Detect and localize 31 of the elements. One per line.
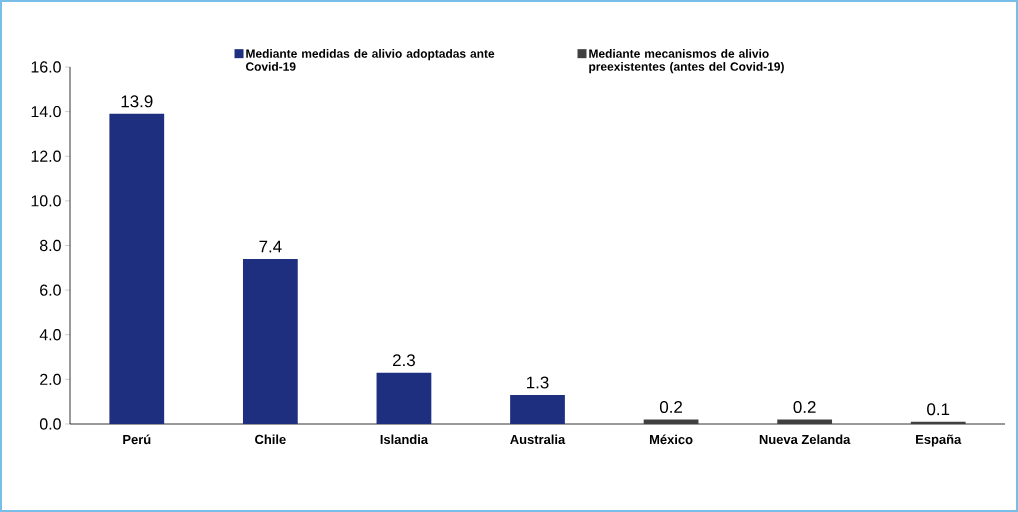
x-tick-label: Chile	[255, 434, 286, 445]
bar	[242, 258, 298, 424]
y-tick-label: 16.0	[31, 61, 61, 73]
y-tick-label: 12.0	[31, 150, 61, 162]
x-tick-label: Nueva Zelanda	[759, 434, 851, 445]
data-label: 2.3	[393, 354, 415, 367]
bar	[777, 419, 833, 424]
y-tick-label: 8.0	[40, 239, 61, 252]
data-label: 0.2	[659, 401, 682, 414]
x-tick-label: Perú	[123, 434, 151, 445]
y-tick-label: 10.0	[31, 195, 61, 207]
bar	[109, 113, 165, 424]
bar	[510, 394, 565, 424]
data-label: 7.4	[259, 240, 282, 253]
data-label: 0.2	[793, 401, 816, 414]
bar	[376, 372, 432, 424]
y-tick-label: 4.0	[39, 329, 61, 341]
x-tick-label: España	[916, 434, 962, 447]
legend-label: Mediante medidas de alivio adoptadas ante Covid-19	[245, 49, 495, 71]
bar	[910, 421, 966, 424]
y-tick-label: 6.0	[40, 284, 61, 296]
legend-label: Mediante mecanismos de alivio preexistentes (antes del Covid-19)	[589, 49, 784, 74]
x-tick-label: Islandia	[380, 434, 429, 445]
data-label: 1.3	[527, 376, 549, 389]
y-tick-label: 14.0	[31, 105, 61, 118]
x-tick-label: Australia	[510, 434, 566, 445]
y-tick-label: 2.0	[40, 373, 61, 386]
data-label: 13.9	[121, 95, 153, 108]
data-label: 0.1	[927, 403, 950, 416]
y-tick-label: 0.0	[39, 418, 61, 430]
x-tick-label: México	[649, 434, 693, 445]
